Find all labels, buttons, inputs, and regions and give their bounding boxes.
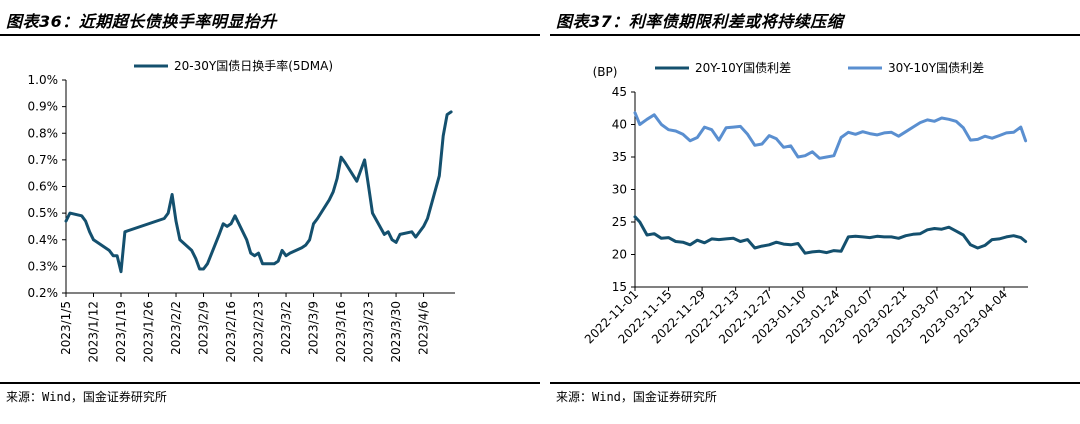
y-tick-label: 1.0% [28,73,59,87]
y-tick-label: 20 [612,248,627,262]
x-tick-label: 2023/3/23 [362,301,376,363]
figure-title: 图表36：近期超长债换手率明显抬升 [6,12,277,31]
y-tick-label: 35 [612,150,627,164]
term-spread-chart: 152025303540452022-11-012022-11-152022-1… [582,61,1028,346]
y-tick-label: 0.6% [28,180,59,194]
y-axis-unit: (BP) [593,65,618,79]
y-tick-label: 0.2% [28,286,59,300]
x-tick-label: 2023/2/2 [169,301,183,355]
source-note: 来源：Wind，国金证券研究所 [6,390,167,404]
source-rule [550,382,1080,384]
title-rule [0,34,540,36]
series-line-2 [633,111,1028,160]
x-tick-label: 2023/1/5 [59,301,73,355]
y-tick-label: 0.3% [28,259,59,273]
y-tick-label: 0.9% [28,100,59,114]
y-tick-label: 0.5% [28,206,59,220]
x-tick-label: 2023/1/12 [87,301,101,363]
figure-panel-36: 图表36：近期超长债换手率明显抬升 0.2% 0.3% 0.4% 0.5% 0.6% 0.… [0,12,540,404]
title-rule [550,34,1080,36]
y-tick-label: 40 [612,118,627,132]
series-line-1 [64,110,453,274]
legend-label: 20Y-10Y国债利差 [695,61,791,75]
x-tick-label: 2023/1/19 [114,301,128,363]
y-tick-label: 0.8% [28,126,59,140]
x-tick-label: 2023/4/6 [417,301,431,355]
source-note: 来源：Wind，国金证券研究所 [556,390,717,404]
turnover-chart: 0.2% 0.3% 0.4% 0.5% 0.6% 0.7% 0.8% 0.9% 1.0% 2023… [28,58,455,363]
x-tick-label: 2023/3/30 [389,301,403,363]
figure-panel-37: 图表37：利率债期限利差或将持续压缩 15 20 25 30 35 40 45 2022-11… [550,0,1080,424]
y-tick-label: 30 [612,183,627,197]
x-tick-label: 2023/2/16 [224,301,238,363]
legend-label: 20-30Y国债日换手率(5DMA) [174,58,333,73]
y-tick-label: 0.7% [28,153,59,167]
y-tick-label: 0.4% [28,233,59,247]
x-tick-label: 2023/2/23 [252,301,266,363]
x-tick-label: 2023/3/9 [307,301,321,355]
x-tick-label: 2023/3/2 [279,301,293,355]
series-line-1 [633,215,1028,255]
x-tick-label: 2023/3/16 [334,301,348,363]
x-tick-label: 2023/2/9 [197,301,211,355]
figure-title: 图表37：利率债期限利差或将持续压缩 [556,12,844,31]
x-tick-label: 2023/1/26 [142,301,156,363]
y-tick-label: 45 [612,85,627,99]
y-tick-label: 25 [612,215,627,229]
source-rule [0,382,540,384]
y-tick-label: 15 [612,280,627,294]
legend-label: 30Y-10Y国债利差 [888,61,984,75]
